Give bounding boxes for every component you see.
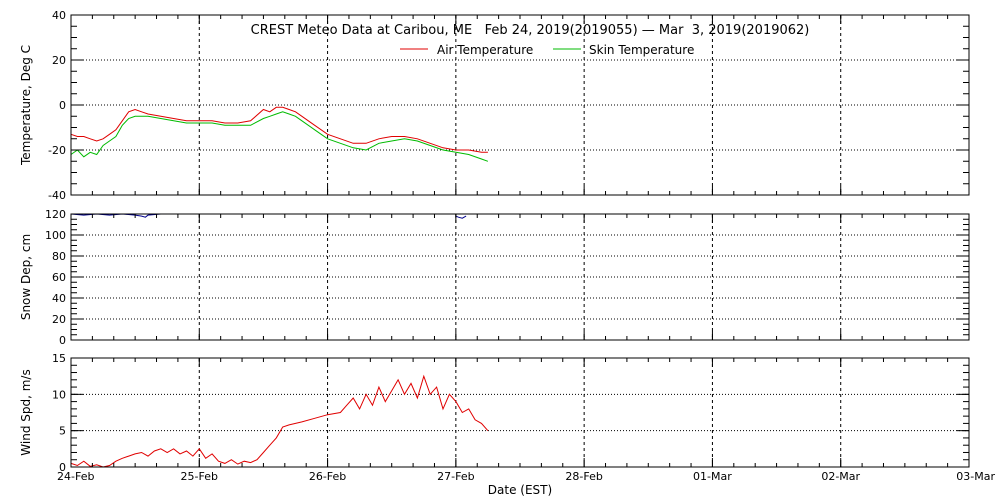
temperature-series-0-line [70, 106, 488, 153]
x-tick-label: 02-Mar [821, 470, 860, 483]
legend-air-label: Air Temperature [437, 43, 533, 57]
wind-y-tick-label: 15 [52, 352, 66, 365]
x-tick-label: 28-Feb [565, 470, 602, 483]
legend-skin-label: Skin Temperature [589, 43, 694, 57]
x-tick-label: 26-Feb [309, 470, 346, 483]
x-axis-label: Date (EST) [488, 483, 552, 497]
snow-y-tick-label: 100 [45, 229, 66, 242]
snow-y-tick-label: 40 [52, 292, 66, 305]
wind-y-axis-label: Wind Spd, m/s [19, 369, 33, 455]
wind-series-0-line [70, 374, 489, 468]
wind-y-tick-label: 5 [59, 425, 66, 438]
label-layer: -40 -20 0 20 40 Temperature, Deg C 0 20 40 60 80 10… [19, 9, 995, 483]
snow-y-tick-label: 120 [45, 208, 66, 221]
grid-layer [71, 15, 969, 467]
snow-y-tick-label: 20 [52, 313, 66, 326]
x-tick-label: 27-Feb [437, 470, 474, 483]
wind-y-tick-label: 10 [52, 388, 66, 401]
tick-layer [70, 14, 970, 468]
snow-y-tick-label: 0 [59, 334, 66, 347]
wind-y-tick-label: 0 [59, 461, 66, 474]
snow-y-tick-label: 60 [52, 271, 66, 284]
snow-series-0-line [70, 213, 161, 218]
legend: Air Temperature Skin Temperature [400, 43, 694, 57]
temperature-y-axis-label: Temperature, Deg C [19, 45, 33, 166]
snow-y-axis-label: Snow Dep, cm [19, 234, 33, 320]
x-tick-label: 03-Mar [956, 470, 995, 483]
series-layer [70, 106, 489, 468]
temperature-y-tick-label: -40 [48, 189, 66, 202]
temperature-y-tick-label: 0 [59, 99, 66, 112]
x-tick-label: 01-Mar [693, 470, 732, 483]
x-tick-label: 25-Feb [181, 470, 218, 483]
temperature-y-tick-label: -20 [48, 144, 66, 157]
temperature-y-tick-label: 20 [52, 54, 66, 67]
snow-y-tick-label: 80 [52, 250, 66, 263]
snow-series-1-line [455, 215, 467, 219]
temperature-series-1-line [70, 111, 489, 162]
x-tick-label: 24-Feb [57, 470, 94, 483]
temperature-y-tick-label: 40 [52, 9, 66, 22]
chart-title: CREST Meteo Data at Caribou, ME Feb 24, … [251, 23, 810, 38]
